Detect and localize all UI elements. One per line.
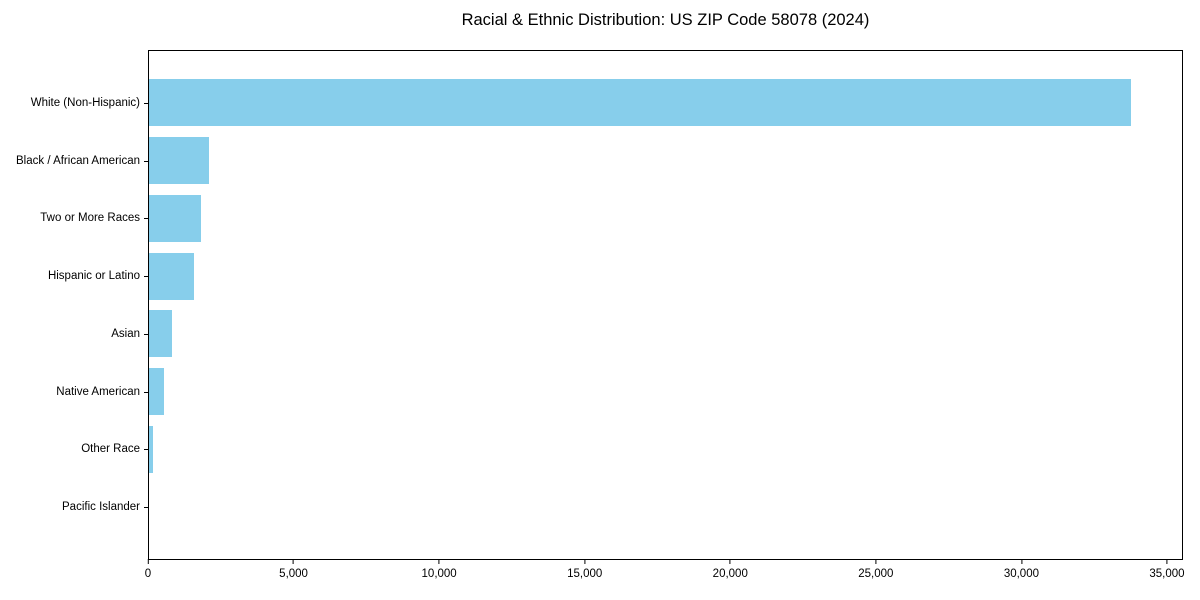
x-tick: 30,000	[1004, 559, 1039, 580]
category-label: White (Non-Hispanic)	[30, 96, 140, 109]
y-tick-mark	[144, 218, 149, 220]
bar-row: Two or More Races	[40, 190, 1182, 248]
x-tick: 20,000	[713, 559, 748, 580]
y-tick-mark	[144, 391, 149, 393]
x-tick: 5,000	[279, 559, 308, 580]
x-tick: 35,000	[1149, 559, 1185, 580]
category-label: Native American	[56, 385, 140, 398]
category-label: Black / African American	[16, 154, 140, 167]
x-tick-mark	[584, 559, 586, 564]
x-tick-label: 0	[144, 568, 152, 580]
plot-area: White (Non-Hispanic) Black / African Amer…	[16, 50, 1183, 560]
bar	[149, 137, 210, 185]
chart-title: Racial & Ethnic Distribution: US ZIP Cod…	[461, 11, 870, 29]
x-tick-mark	[1020, 559, 1022, 564]
bar-row: Other Race	[81, 421, 1182, 479]
bar	[149, 194, 201, 242]
bar-row: Black / African American	[16, 132, 1182, 190]
y-tick-mark	[144, 449, 149, 451]
x-tick-label: 15,000	[567, 568, 603, 580]
x-tick-label: 25,000	[858, 568, 894, 580]
category-label: Asian	[111, 327, 140, 340]
category-label: Pacific Islander	[62, 501, 140, 514]
x-tick: 25,000	[858, 559, 893, 580]
bar-rows: White (Non-Hispanic) Black / African Amer…	[16, 51, 1182, 559]
x-tick-label: 20,000	[712, 568, 748, 580]
x-tick: 15,000	[567, 559, 602, 580]
bar	[149, 425, 154, 473]
bar	[149, 252, 195, 300]
y-tick-mark	[144, 333, 149, 335]
y-tick-mark	[144, 102, 149, 104]
bar	[149, 368, 165, 416]
bar-row: Pacific Islander	[62, 478, 1182, 536]
bar	[149, 310, 172, 358]
x-tick-mark	[147, 559, 149, 564]
x-tick-mark	[1166, 559, 1168, 564]
y-tick-mark	[144, 276, 149, 278]
category-label: Two or More Races	[40, 212, 140, 225]
category-label: Other Race	[81, 443, 140, 456]
bar-row: White (Non-Hispanic)	[31, 74, 1182, 132]
category-label: Hispanic or Latino	[47, 270, 140, 283]
bar	[149, 79, 1132, 127]
bar-row: Hispanic or Latino	[48, 247, 1182, 305]
x-tick-mark	[729, 559, 731, 564]
x-axis-ticks: 0 5,000 10,000 15,000 20,000 25,000 30,000 35,0…	[145, 559, 1185, 595]
x-tick: 0	[145, 559, 151, 580]
bar-row: Asian	[111, 305, 1182, 363]
x-tick-label: 5,000	[279, 568, 308, 580]
x-tick-label: 10,000	[421, 568, 457, 580]
y-tick-mark	[144, 507, 149, 509]
x-tick-mark	[438, 559, 440, 564]
x-tick-label: 30,000	[1003, 568, 1039, 580]
x-tick: 10,000	[422, 559, 457, 580]
bar-row: Native American	[56, 363, 1182, 421]
y-tick-mark	[144, 160, 149, 162]
x-tick-mark	[293, 559, 295, 564]
x-tick-label: 35,000	[1149, 568, 1185, 580]
x-tick-mark	[875, 559, 877, 564]
